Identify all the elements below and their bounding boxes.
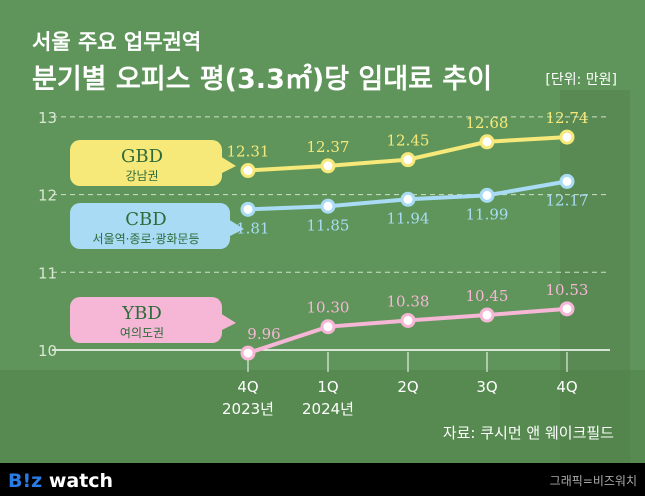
gbd-point (240, 163, 256, 179)
ybd-data-label: 10.45 (466, 287, 509, 305)
ybd-point (479, 307, 495, 323)
gbd-data-label: 12.31 (227, 143, 270, 161)
y-tick-label: 10 (38, 342, 57, 360)
gbd-data-label: 12.37 (307, 138, 350, 156)
cbd-legend-sub: 서울역·종로·광화문등 (93, 232, 200, 246)
title-line2: 분기별 오피스 평(3.3㎡)당 임대료 추이 (32, 63, 492, 95)
x-tick-label: 3Q (476, 378, 497, 396)
ybd-data-label: 10.30 (307, 299, 350, 317)
ybd-point (240, 345, 256, 361)
x-tick-label: 2Q (397, 378, 418, 396)
cbd-data-label: 11.99 (466, 205, 509, 223)
ybd-point (559, 301, 575, 317)
cbd-data-label: 12.17 (546, 191, 589, 209)
gbd-legend-sub: 강남권 (125, 169, 158, 183)
gbd-point (320, 158, 336, 174)
cbd-point (400, 191, 416, 207)
credit-label: 그래픽=비즈워치 (550, 474, 637, 488)
gbd-legend-pointer (220, 156, 236, 174)
ybd-legend-name: YBD (121, 303, 162, 324)
cbd-data-label: 11.94 (387, 209, 430, 227)
source-label: 자료: 쿠시먼 앤 웨이크필드 (443, 424, 614, 442)
x-tick-label: 4Q (237, 378, 258, 396)
gbd-point (559, 129, 575, 145)
ybd-data-label: 9.96 (247, 325, 280, 343)
gbd-legend-name: GBD (121, 146, 163, 167)
x-tick-year: 2024년 (302, 400, 354, 418)
unit-label: [단위: 만원] (545, 72, 617, 88)
ybd-data-label: 10.53 (546, 281, 589, 299)
cbd-point (479, 187, 495, 203)
ybd-point (320, 319, 336, 335)
cbd-data-label: 11.85 (307, 216, 350, 234)
ybd-data-label: 10.38 (387, 292, 430, 310)
gbd-data-label: 12.45 (387, 132, 430, 150)
ybd-legend-box (70, 297, 222, 343)
cbd-legend-name: CBD (125, 209, 166, 230)
cbd-data-label: 11.81 (227, 219, 270, 237)
gbd-point (479, 134, 495, 150)
title-line1: 서울 주요 업무권역 (32, 30, 201, 54)
ybd-point (400, 312, 416, 328)
gbd-data-label: 12.74 (546, 109, 589, 127)
city-silhouette (0, 370, 645, 463)
y-tick-label: 13 (38, 109, 57, 127)
gbd-legend-box (70, 140, 222, 186)
gbd-data-label: 12.68 (466, 114, 509, 132)
ybd-legend-sub: 여의도권 (120, 326, 164, 340)
x-tick-label: 1Q (317, 378, 338, 396)
logo: B!z watch (8, 470, 113, 492)
cbd-legend-pointer (228, 219, 244, 237)
gbd-point (400, 152, 416, 168)
x-tick-label: 4Q (556, 378, 577, 396)
x-tick-year: 2023년 (222, 400, 274, 418)
footer (0, 463, 645, 496)
y-tick-label: 12 (38, 187, 57, 205)
cbd-point (559, 173, 575, 189)
cbd-legend-box (70, 203, 230, 249)
ybd-legend-pointer (220, 313, 236, 331)
cbd-point (240, 201, 256, 217)
y-tick-label: 11 (38, 264, 57, 282)
cbd-point (320, 198, 336, 214)
